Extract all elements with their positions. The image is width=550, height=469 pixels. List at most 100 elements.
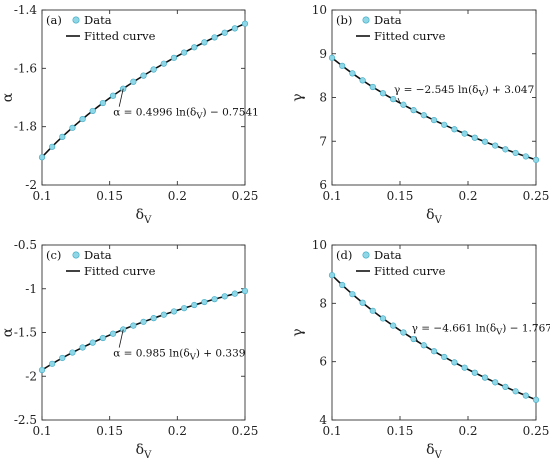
data-point bbox=[420, 112, 427, 119]
data-point bbox=[461, 364, 468, 371]
y-axis-label: γ bbox=[290, 328, 306, 336]
data-point bbox=[369, 307, 376, 314]
y-tick-label: 10 bbox=[312, 238, 327, 252]
data-point bbox=[89, 339, 96, 346]
x-tick-label: 0.25 bbox=[523, 424, 550, 438]
data-point bbox=[211, 34, 218, 41]
x-tick-label: 0.1 bbox=[322, 189, 341, 203]
y-tick-label: 4 bbox=[319, 413, 327, 427]
data-point bbox=[328, 272, 336, 279]
y-tick-label: -2 bbox=[25, 178, 37, 192]
data-point bbox=[201, 298, 208, 306]
data-point bbox=[38, 154, 46, 161]
x-tick-label: 0.25 bbox=[523, 189, 550, 203]
data-point bbox=[49, 360, 56, 367]
data-point bbox=[410, 107, 417, 114]
data-point bbox=[191, 301, 198, 309]
data-point bbox=[359, 299, 366, 306]
data-point bbox=[69, 124, 76, 131]
data-point bbox=[109, 330, 117, 337]
legend-label-data: Data bbox=[374, 248, 402, 262]
panel-label: (a) bbox=[46, 13, 62, 27]
y-tick-label: -1.8 bbox=[14, 120, 37, 134]
data-point bbox=[430, 117, 438, 124]
data-point bbox=[451, 126, 458, 133]
x-axis-label: δV bbox=[426, 442, 442, 461]
data-point bbox=[349, 70, 356, 77]
data-point bbox=[181, 305, 188, 312]
data-point bbox=[231, 290, 238, 297]
data-point bbox=[130, 322, 137, 329]
panel-c: 0.1 0.15 0.2 0.25 -2.5 -2 -1.5 -1 -0.5 δV α (c) Data… bbox=[0, 238, 258, 461]
data-point bbox=[492, 379, 499, 386]
panel-label: (c) bbox=[46, 248, 61, 262]
legend-marker-data bbox=[72, 251, 80, 259]
fitted-curve bbox=[42, 22, 245, 158]
fitted-curve bbox=[332, 274, 536, 401]
data-point bbox=[339, 281, 346, 289]
data-point bbox=[201, 39, 208, 46]
data-point bbox=[420, 342, 427, 349]
data-point bbox=[349, 291, 356, 298]
x-tick-label: 0.15 bbox=[387, 189, 414, 203]
data-point bbox=[170, 308, 178, 315]
data-point bbox=[512, 388, 519, 395]
data-point bbox=[379, 315, 387, 322]
legend-marker-data bbox=[362, 251, 370, 259]
y-tick-label: 8 bbox=[319, 296, 327, 310]
y-tick-label: 9 bbox=[319, 47, 327, 61]
legend-label-fit: Fitted curve bbox=[84, 29, 156, 43]
plot-frame bbox=[331, 244, 537, 421]
y-tick-label: 10 bbox=[312, 3, 327, 17]
data-point bbox=[532, 396, 540, 403]
y-tick-label: -2.5 bbox=[14, 413, 37, 427]
y-tick-label: -2 bbox=[25, 369, 37, 383]
annotation-leader bbox=[118, 329, 124, 348]
y-tick-label: 6 bbox=[319, 355, 327, 369]
y-tick-label: 8 bbox=[319, 91, 327, 105]
data-point bbox=[160, 60, 167, 67]
legend-label-data: Data bbox=[84, 13, 112, 27]
y-axis-label: α bbox=[0, 92, 16, 102]
data-point bbox=[471, 369, 478, 376]
data-point bbox=[359, 77, 366, 84]
panel-label: (d) bbox=[336, 248, 352, 262]
data-point bbox=[221, 29, 228, 36]
data-point bbox=[130, 78, 137, 85]
x-tick-label: 0.25 bbox=[232, 189, 259, 203]
x-tick-label: 0.2 bbox=[458, 189, 477, 203]
data-point bbox=[400, 329, 407, 336]
data-point bbox=[79, 115, 86, 123]
x-tick-label: 0.1 bbox=[322, 424, 341, 438]
x-axis-label: δV bbox=[426, 207, 442, 226]
data-point bbox=[451, 359, 458, 366]
data-point bbox=[69, 349, 76, 356]
data-point bbox=[502, 146, 509, 153]
data-point bbox=[441, 353, 448, 361]
data-point bbox=[59, 354, 66, 362]
fit-equation: γ = −2.545 ln(δV) + 3.047 bbox=[394, 84, 534, 99]
x-tick-label: 0.2 bbox=[458, 424, 477, 438]
legend-label-fit: Fitted curve bbox=[374, 264, 446, 278]
data-point bbox=[89, 107, 96, 115]
plot-frame bbox=[41, 9, 246, 186]
data-point bbox=[150, 66, 157, 73]
panel-label: (b) bbox=[336, 13, 352, 27]
fit-equation: γ = −4.661 ln(δV) − 1.767 bbox=[412, 323, 550, 338]
x-tick-label: 0.1 bbox=[32, 424, 51, 438]
data-point bbox=[231, 25, 238, 32]
panel-a: 0.1 0.15 0.2 0.25 -2 -1.8 -1.6 -1.4 δV α (a) Data Fi… bbox=[0, 3, 259, 226]
y-tick-label: -0.5 bbox=[14, 238, 37, 252]
data-point bbox=[150, 315, 157, 322]
x-tick-label: 0.2 bbox=[168, 424, 187, 438]
y-axis-label: α bbox=[0, 327, 16, 337]
data-point bbox=[328, 54, 336, 61]
y-tick-label: -1 bbox=[25, 282, 37, 296]
data-point bbox=[502, 383, 509, 390]
data-point bbox=[99, 334, 106, 342]
data-point bbox=[140, 72, 147, 79]
x-axis-label: δV bbox=[136, 442, 152, 461]
data-point bbox=[241, 20, 249, 27]
data-point bbox=[369, 83, 376, 91]
